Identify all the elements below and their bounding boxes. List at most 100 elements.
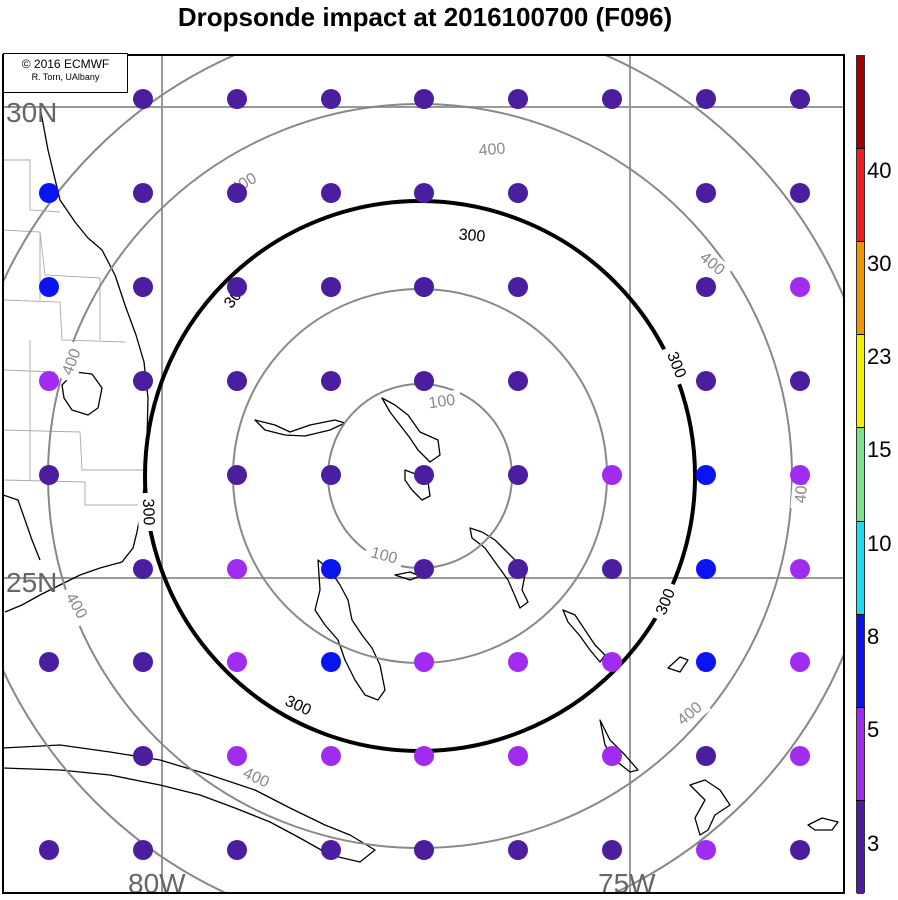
cuba-north	[3, 744, 376, 863]
dropsonde-dot	[321, 183, 341, 203]
dropsonde-dot	[39, 183, 59, 203]
dropsonde-dot	[321, 840, 341, 860]
dropsonde-dot	[133, 652, 153, 672]
dropsonde-dot	[696, 746, 716, 766]
map-title: Dropsonde impact at 2016100700 (F096)	[177, 2, 673, 32]
colorbar-tickmark	[856, 520, 865, 522]
dropsonde-dot	[508, 559, 528, 579]
dropsonde-dot	[414, 371, 434, 391]
dropsonde-dot	[602, 89, 622, 109]
dropsonde-dot	[602, 652, 622, 672]
colorbar-segment	[857, 335, 864, 429]
lon-label-80w: 80W	[128, 868, 186, 899]
contour-labels: 1001003003003003003003004004004004004004…	[56, 138, 814, 796]
andros	[314, 559, 386, 701]
lon-label-75w: 75W	[598, 868, 656, 899]
dropsonde-dot	[790, 183, 810, 203]
colorbar-tickmark	[856, 427, 865, 429]
colorbar-tickmark	[856, 706, 865, 708]
dropsonde-dot	[508, 465, 528, 485]
dropsonde-dot	[39, 277, 59, 297]
colorbar-label: 8	[867, 623, 880, 649]
dropsonde-dot	[602, 465, 622, 485]
colorbar-label: 23	[867, 344, 892, 370]
dropsonde-dot	[790, 371, 810, 391]
colorbar-tickmark	[856, 334, 865, 336]
dropsonde-dot	[508, 746, 528, 766]
contour-label-text: 400	[478, 140, 506, 159]
colorbar-tickmark	[856, 799, 865, 801]
dropsonde-dot	[602, 746, 622, 766]
dropsonde-dot	[321, 465, 341, 485]
dropsonde-dot	[133, 371, 153, 391]
dropsonde-dot	[133, 277, 153, 297]
dropsonde-dot	[227, 840, 247, 860]
great-inagua	[667, 656, 689, 673]
gulf-coast	[3, 494, 41, 561]
dropsonde-dot	[227, 89, 247, 109]
map-frame	[2, 54, 845, 894]
contour-label: 300	[137, 492, 159, 532]
dropsonde-dot	[508, 652, 528, 672]
cuba-east	[599, 719, 639, 773]
dropsonde-dots	[39, 89, 810, 860]
colorbar-segment	[857, 56, 864, 150]
dropsonde-dot	[133, 183, 153, 203]
dropsonde-dot	[133, 559, 153, 579]
colorbar-label: 10	[867, 530, 892, 556]
long-island	[562, 609, 606, 663]
dropsonde-dot	[227, 277, 247, 297]
colorbar-segment	[857, 800, 864, 894]
dropsonde-dot	[39, 652, 59, 672]
colorbar-tickmark	[856, 148, 865, 150]
contour-label: 100	[421, 389, 463, 415]
lat-label-30n: 30N	[6, 97, 57, 128]
lat-label-25n: 25N	[6, 567, 57, 598]
dropsonde-dot	[790, 465, 810, 485]
contour-label-text: 300	[458, 226, 486, 245]
dropsonde-dot	[414, 559, 434, 579]
dropsonde-dot	[414, 840, 434, 860]
colorbar-tickmark	[856, 613, 865, 615]
dropsonde-dot	[602, 559, 622, 579]
dropsonde-dot	[508, 277, 528, 297]
dropsonde-dot	[508, 371, 528, 391]
hispaniola	[689, 779, 731, 836]
dropsonde-dot	[696, 89, 716, 109]
contour-label: 300	[452, 224, 492, 248]
dropsonde-dot	[414, 89, 434, 109]
dropsonde-dot	[414, 277, 434, 297]
dropsonde-dot	[227, 652, 247, 672]
dropsonde-dot	[790, 840, 810, 860]
colorbar-label: 40	[867, 158, 892, 184]
dropsonde-dot	[39, 840, 59, 860]
dropsonde-dot	[133, 89, 153, 109]
dropsonde-dot	[227, 559, 247, 579]
contour-label: 400	[472, 138, 512, 162]
dropsonde-dot	[696, 652, 716, 672]
colorbar-segment	[857, 242, 864, 336]
dropsonde-dot	[321, 277, 341, 297]
colorbar-segment	[857, 707, 864, 801]
colorbar-segment	[857, 149, 864, 243]
dropsonde-dot	[602, 840, 622, 860]
dropsonde-dot	[696, 277, 716, 297]
dropsonde-dot	[321, 746, 341, 766]
dropsonde-dot	[39, 465, 59, 485]
dropsonde-dot	[696, 840, 716, 860]
colorbar-label: 5	[867, 716, 880, 742]
dropsonde-dot	[321, 652, 341, 672]
contour-label: 100	[363, 541, 405, 571]
dropsonde-dot	[790, 277, 810, 297]
colorbar-segment	[857, 614, 864, 708]
author-text: R. Torn, UAlbany	[31, 72, 100, 82]
dropsonde-dot	[414, 183, 434, 203]
dropsonde-dot	[696, 559, 716, 579]
copyright-text: © 2016 ECMWF	[21, 57, 110, 71]
dropsonde-dot	[227, 183, 247, 203]
colorbar-segment	[857, 521, 864, 615]
lake-okeechobee	[61, 371, 103, 416]
dropsonde-dot	[133, 746, 153, 766]
colorbar-tickmark	[856, 241, 865, 243]
